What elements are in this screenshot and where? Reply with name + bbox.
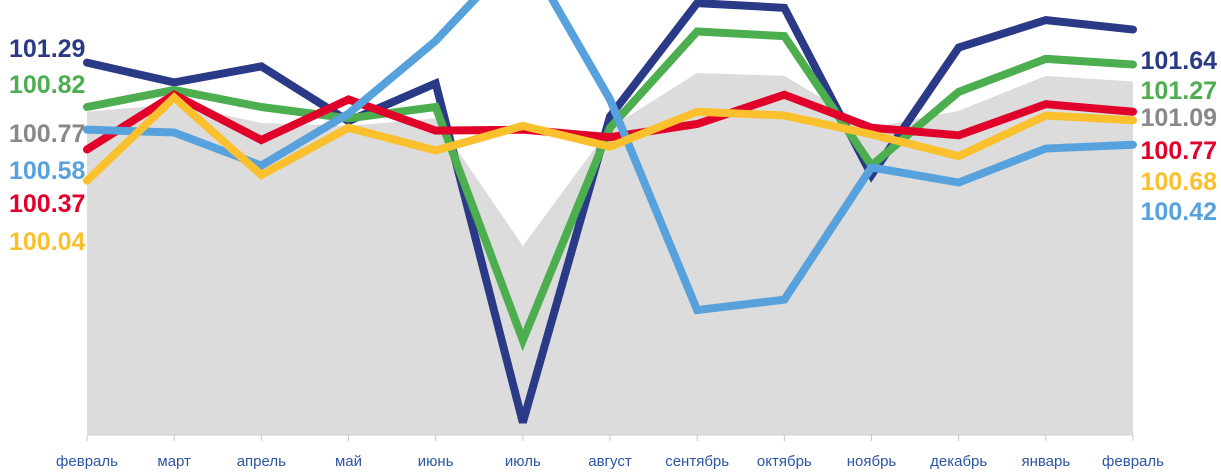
series-navy-end-label: 101.64 bbox=[1141, 47, 1218, 75]
series-red-start-label: 100.37 bbox=[9, 190, 85, 218]
series-blue-start-label: 100.58 bbox=[9, 157, 86, 185]
x-tick-label: май bbox=[335, 453, 362, 470]
series-end-labels: 100.77 101.09 101.29 101.64 100.82 101.27 100.… bbox=[9, 35, 1217, 256]
x-tick-label: январь bbox=[1021, 453, 1070, 470]
x-tick-label: июль bbox=[505, 453, 541, 470]
x-tick-label: февраль bbox=[56, 453, 118, 470]
series-yellow-start-label: 100.04 bbox=[9, 228, 86, 256]
x-tick-label: декабрь bbox=[930, 453, 987, 470]
x-tick-label: март bbox=[157, 453, 191, 470]
x-tick-label: апрель bbox=[237, 453, 286, 470]
series-gray-start-label: 100.77 bbox=[9, 120, 85, 148]
series-blue-line bbox=[83, 0, 1137, 315]
x-tick-label: сентябрь bbox=[665, 453, 729, 470]
series-green-line bbox=[83, 27, 1137, 352]
series-navy-line bbox=[83, 0, 1137, 424]
series-green-start-label: 100.82 bbox=[9, 71, 85, 99]
series-red-line bbox=[83, 90, 1137, 154]
x-tick-label: июнь bbox=[418, 453, 454, 470]
series-yellow-line bbox=[83, 92, 1137, 185]
series-red-end-label: 100.77 bbox=[1141, 137, 1217, 165]
series-navy-start-label: 101.29 bbox=[9, 35, 85, 63]
series-yellow-end-label: 100.68 bbox=[1141, 168, 1218, 196]
x-tick-label: август bbox=[588, 453, 632, 470]
x-axis: февраль март апрель май июнь июль август сентяб… bbox=[56, 434, 1164, 470]
x-tick-label: октябрь bbox=[757, 453, 812, 470]
series-blue-end-label: 100.42 bbox=[1141, 198, 1217, 226]
x-tick-label: ноябрь bbox=[847, 453, 897, 470]
series-lines bbox=[83, 0, 1137, 424]
series-green-end-label: 101.27 bbox=[1141, 77, 1217, 105]
x-tick-label: февраль bbox=[1102, 453, 1164, 470]
series-gray-end-label: 101.09 bbox=[1141, 104, 1217, 132]
